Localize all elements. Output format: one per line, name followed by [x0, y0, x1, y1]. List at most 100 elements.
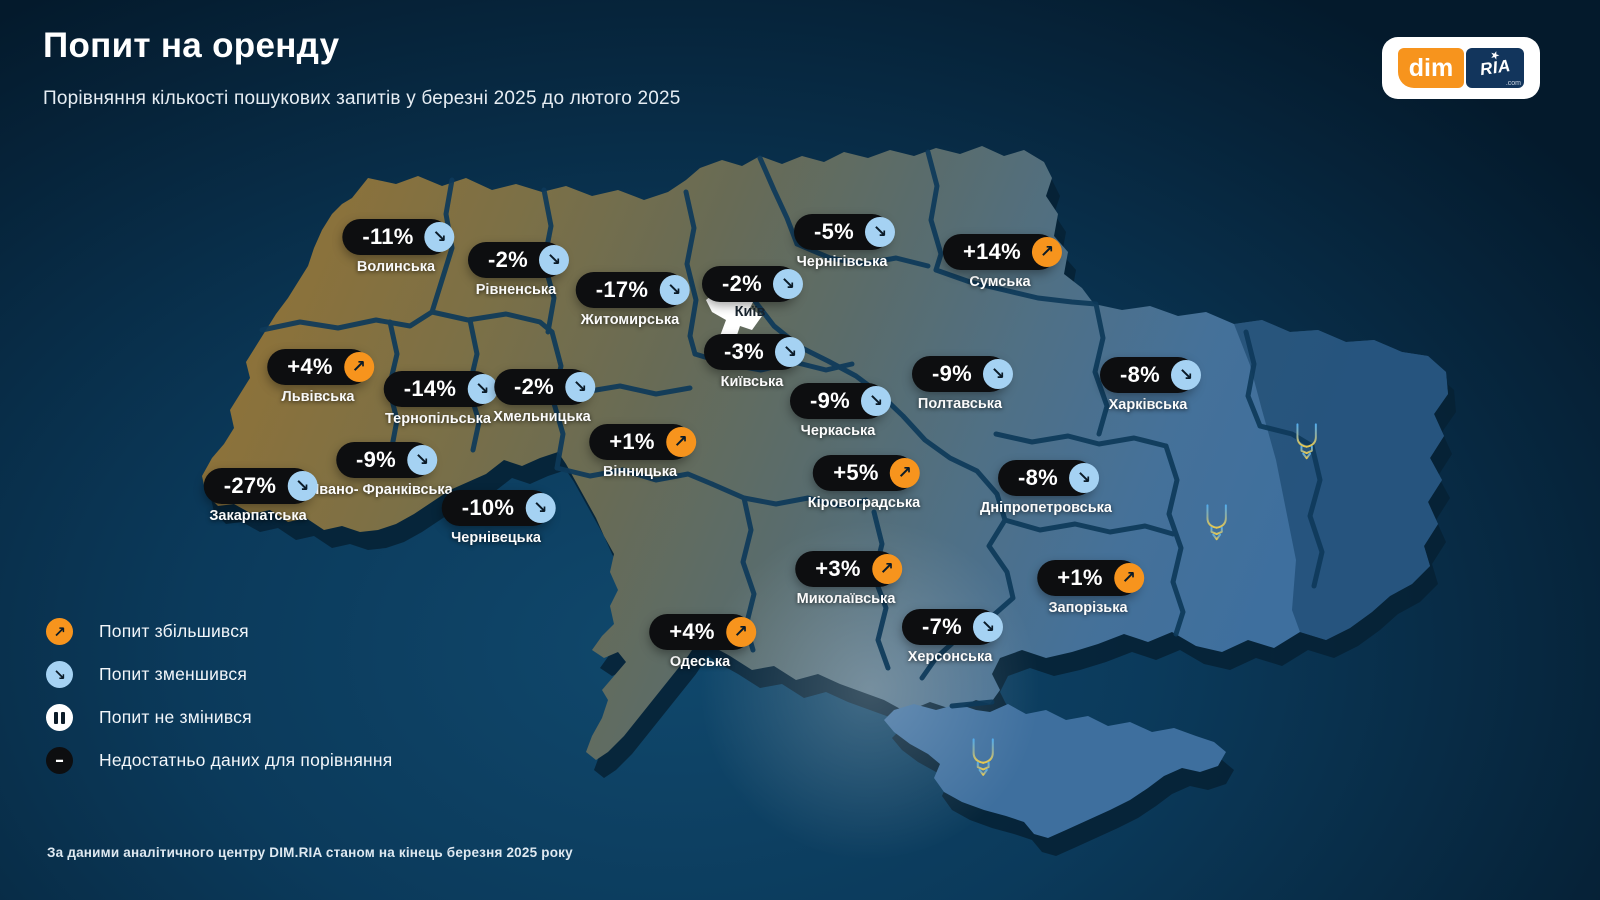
region-value: -9%	[931, 361, 973, 386]
region-value: -10%	[461, 495, 515, 520]
region-value: -2%	[721, 271, 763, 296]
region-badge: +14% ↗ Сумська	[942, 234, 1063, 290]
region-label: Миколаївська	[796, 591, 896, 607]
region-value: +1%	[609, 429, 655, 454]
region-value: -14%	[403, 376, 457, 401]
region-badge: +1% ↗ Запорізька	[1037, 560, 1144, 616]
trend-up-icon: ↗	[343, 352, 374, 382]
region-label: Івано- Франківська	[315, 482, 453, 498]
region-label: Полтавська	[917, 396, 1003, 412]
region-value: -7%	[921, 614, 963, 639]
region-label: Чернігівська	[796, 254, 888, 270]
region-badge: -3% ↘ Київська	[703, 334, 806, 390]
trend-down-icon: ↘	[287, 471, 318, 501]
legend-item: ↗ Попит збільшився	[46, 618, 392, 645]
region-badge: -7% ↘ Херсонська	[901, 609, 1004, 665]
region-badge: -2% ↘ Київ	[701, 266, 804, 320]
region-label: Закарпатська	[209, 508, 307, 524]
region-badge: -9% ↘ Черкаська	[789, 383, 892, 439]
region-badge-pill: +4% ↗	[649, 614, 756, 650]
region-label: Кіровоградська	[807, 495, 921, 511]
legend-item: ↘ Попит зменшився	[46, 661, 392, 688]
region-value: -27%	[223, 473, 277, 498]
region-badge: -10% ↘ Чернівецька	[441, 490, 556, 546]
trend-up-icon: ↗	[1113, 563, 1144, 593]
region-badge: -9% ↘ Івано- Франківська	[315, 442, 453, 498]
trend-down-icon: ↘	[539, 245, 570, 275]
region-badge-pill: -27% ↘	[203, 468, 318, 504]
region-badge: -27% ↘ Закарпатська	[203, 468, 318, 524]
region-badge-pill: -8% ↘	[997, 460, 1100, 496]
region-value: +14%	[962, 239, 1022, 264]
region-label: Львівська	[281, 389, 355, 405]
region-value: -17%	[595, 277, 649, 302]
region-badge: +1% ↗ Вінницька	[589, 424, 696, 480]
region-badge-pill: -9% ↘	[335, 442, 438, 478]
trend-down-icon: ↘	[525, 493, 556, 523]
trend-up-icon: ↗	[665, 427, 696, 457]
region-value: +1%	[1057, 565, 1103, 590]
pause-bars	[54, 711, 65, 724]
legend-label: Недостатньо даних для порівняння	[99, 750, 393, 770]
region-label: Волинська	[356, 259, 436, 275]
region-badge-pill: -9% ↘	[911, 356, 1014, 392]
region-badge: -11% ↘ Волинська	[342, 219, 455, 275]
region-badge: +4% ↗ Одеська	[649, 614, 756, 670]
region-value: -11%	[362, 224, 414, 249]
region-badge-pill: +1% ↗	[1037, 560, 1144, 596]
region-badge-pill: -17% ↘	[575, 272, 690, 308]
region-value: +4%	[287, 354, 333, 379]
legend-label: Попит зменшився	[99, 664, 248, 684]
region-badge-pill: -9% ↘	[789, 383, 892, 419]
dim-logo-box: dim	[1398, 48, 1464, 88]
region-label: Одеська	[669, 654, 731, 670]
region-badge: -2% ↘ Хмельницька	[493, 369, 596, 425]
region-badge-pill: -7% ↘	[901, 609, 1004, 645]
region-value: +5%	[833, 460, 879, 485]
region-badge-pill: -2% ↘	[493, 369, 596, 405]
region-value: +3%	[815, 556, 861, 581]
region-value: -2%	[487, 247, 529, 272]
region-value: -9%	[809, 388, 851, 413]
legend-item: Попит не змінився	[46, 704, 392, 731]
legend: ↗ Попит збільшився ↘ Попит зменшився Поп…	[46, 618, 392, 774]
pause-icon	[46, 704, 73, 731]
region-badge-pill: -10% ↘	[441, 490, 556, 526]
region-label: Київська	[720, 374, 784, 390]
region-badge-pill: -2% ↘	[467, 242, 570, 278]
region-badge-pill: -3% ↘	[703, 334, 806, 370]
trend-up-icon: ↗	[889, 458, 920, 488]
region-badge: -14% ↘ Тернопільська	[383, 371, 498, 427]
region-badge-pill: -5% ↘	[793, 214, 896, 250]
region-badge: -9% ↘ Полтавська	[911, 356, 1014, 412]
page-title: Попит на оренду	[43, 26, 340, 65]
trend-down-icon: ↘	[659, 275, 690, 305]
region-label: Рівненська	[475, 282, 557, 298]
region-value: -2%	[513, 374, 555, 399]
trend-down-icon: ↘	[424, 222, 455, 252]
region-label: Хмельницька	[493, 409, 591, 425]
region-badge-pill: +1% ↗	[589, 424, 696, 460]
trend-down-icon: ↘	[565, 372, 596, 402]
region-value: -8%	[1017, 465, 1059, 490]
region-badge: +4% ↗ Львівська	[267, 349, 374, 405]
region-value: -3%	[723, 339, 765, 364]
region-label: Київ	[734, 304, 766, 320]
trend-up-icon: ↗	[1032, 237, 1063, 267]
trend-down-icon: ↘	[1069, 463, 1100, 493]
region-label: Чернівецька	[451, 530, 541, 546]
legend-item: – Недостатньо даних для порівняння	[46, 747, 392, 774]
dim-ria-logo[interactable]: dim ★ RIA .com	[1382, 37, 1540, 99]
region-value: -9%	[355, 447, 397, 472]
arrow-up-right-icon: ↗	[46, 618, 73, 645]
region-badge: +5% ↗ Кіровоградська	[808, 455, 920, 511]
region-badge-pill: +14% ↗	[942, 234, 1063, 270]
region-value: +4%	[669, 619, 715, 644]
region-label: Вінницька	[602, 464, 678, 480]
region-label: Житомирська	[580, 312, 680, 328]
region-badge-pill: +5% ↗	[813, 455, 920, 491]
trend-down-icon: ↘	[865, 217, 896, 247]
region-label: Запорізька	[1048, 600, 1128, 616]
region-label: Черкаська	[800, 423, 876, 439]
